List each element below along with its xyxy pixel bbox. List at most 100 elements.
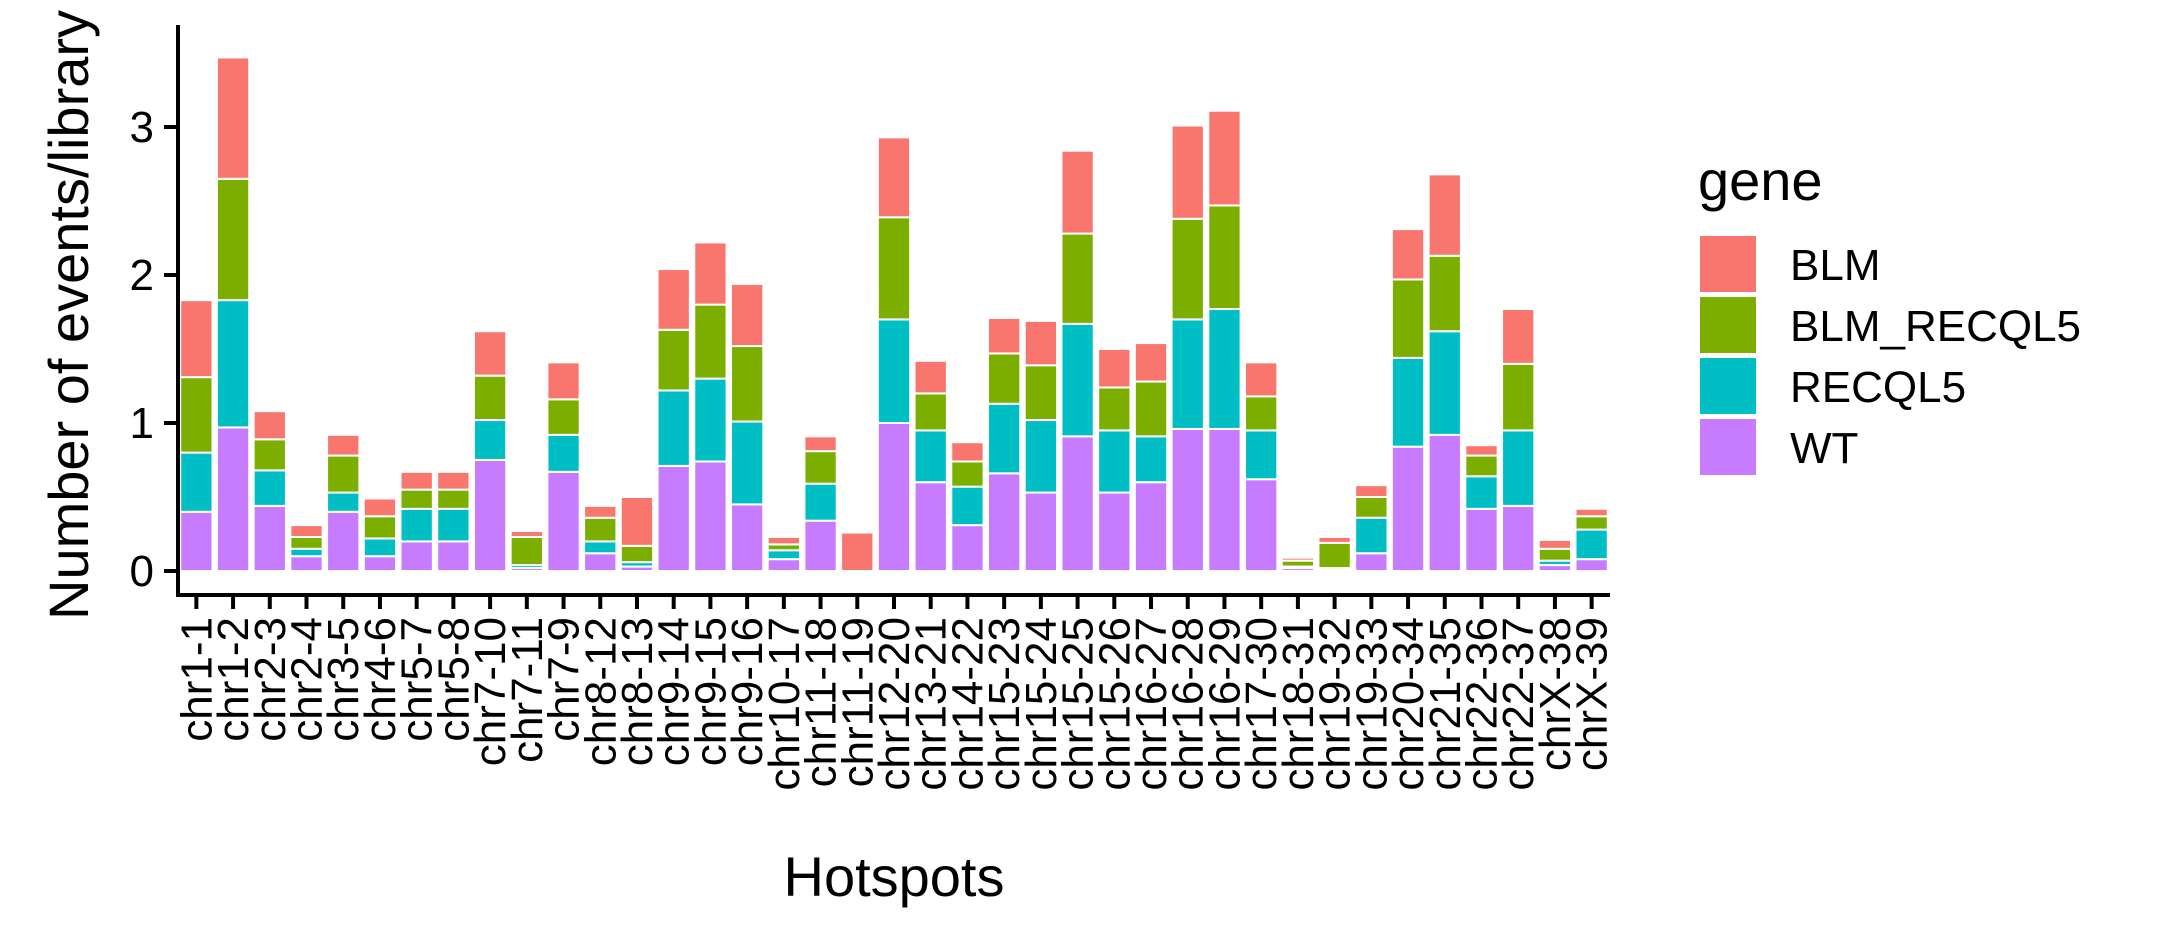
bar-segment — [913, 481, 948, 573]
bar-segment — [840, 531, 875, 573]
bar-segment — [803, 482, 838, 522]
bar-segment — [215, 299, 251, 429]
bar-segment — [1170, 217, 1205, 321]
bar-segment — [619, 496, 655, 547]
x-tick-label: chr21-35 — [1421, 617, 1470, 791]
x-tick-label: chr15-26 — [1090, 617, 1139, 791]
x-tick-label: chr2-3 — [246, 617, 295, 742]
bar-segment — [546, 398, 581, 436]
bar-segment — [472, 459, 508, 572]
x-tick-label: chr11-19 — [833, 617, 882, 787]
bar-segment — [399, 470, 434, 491]
x-ticks-group: chr1-1chr1-2chr2-3chr2-4chr3-5chr4-6chr5… — [172, 595, 1617, 791]
bar-segment — [986, 402, 1022, 475]
bar-segment — [986, 316, 1022, 355]
bar-segment — [1354, 496, 1389, 519]
bar-segment — [729, 282, 765, 348]
bar-segment — [876, 318, 912, 424]
bar-segment — [583, 516, 618, 543]
bar-segment — [252, 504, 287, 573]
x-tick-label: chr18-31 — [1274, 617, 1323, 791]
bar-segment — [1133, 342, 1169, 383]
y-tick-label: 3 — [130, 103, 154, 152]
legend-swatch — [1700, 236, 1756, 292]
x-axis-title: Hotspots — [784, 845, 1005, 908]
bar-segment — [546, 361, 581, 401]
x-tick-label: chr1-1 — [172, 617, 221, 742]
bar-segment — [1501, 504, 1536, 573]
x-tick-label: chr12-20 — [870, 617, 919, 791]
x-tick-label: chr7-11 — [503, 617, 552, 763]
bar-segment — [1133, 380, 1169, 438]
bar-segment — [1537, 547, 1573, 562]
bar-segment — [1537, 538, 1573, 550]
bar-segment — [1170, 427, 1205, 573]
bar-segment — [289, 555, 324, 573]
bar-segment — [693, 460, 728, 573]
bar-segment — [1060, 232, 1095, 325]
bar-segment — [803, 435, 838, 453]
x-tick-label: chr14-22 — [943, 617, 992, 791]
bar-segment — [362, 515, 398, 540]
x-tick-label: chr2-4 — [283, 617, 332, 742]
bar-segment — [1427, 330, 1462, 436]
bar-segment — [215, 177, 251, 302]
legend: gene BLM BLM_RECQL5 RECQL5 WT — [1698, 149, 2081, 475]
x-tick-label: chr19-32 — [1311, 617, 1360, 791]
bar-segment — [326, 491, 361, 513]
bar-segment — [1317, 535, 1352, 544]
bar-segment — [399, 540, 434, 573]
x-tick-label: chr8-13 — [613, 617, 662, 766]
bar-segment — [436, 488, 471, 510]
bar-segment — [1060, 322, 1095, 438]
bar-segment — [1133, 435, 1169, 484]
bar-segment — [1464, 444, 1499, 457]
bar-segment — [289, 524, 324, 538]
bar-segment — [913, 429, 948, 484]
bar-segment — [950, 524, 985, 572]
x-tick-label: chr8-12 — [576, 617, 625, 766]
bar-segment — [986, 352, 1022, 405]
legend-label: BLM_RECQL5 — [1790, 302, 2081, 351]
bar-segment — [1427, 173, 1462, 257]
bar-segment — [1244, 361, 1279, 398]
bar-segment — [1023, 364, 1059, 422]
bar-segment — [1207, 427, 1242, 573]
x-tick-label: chrX-38 — [1531, 617, 1580, 771]
bar-segment — [1023, 319, 1059, 367]
bar-segment — [1244, 395, 1279, 432]
x-tick-label: chr7-9 — [540, 617, 589, 742]
bar-segment — [1207, 109, 1242, 207]
x-tick-label: chrX-39 — [1568, 617, 1617, 771]
bar-segment — [1501, 362, 1536, 432]
bar-segment — [436, 470, 471, 491]
bar-segment — [362, 537, 398, 558]
bar-segment — [766, 558, 802, 572]
x-tick-label: chr22-37 — [1494, 617, 1543, 791]
bar-segment — [436, 540, 471, 573]
bar-segment — [1023, 419, 1059, 494]
bar-segment — [1574, 528, 1609, 561]
bar-segment — [950, 441, 985, 463]
bar-segment — [1464, 507, 1499, 572]
bar-segment — [1170, 124, 1205, 220]
bar-segment — [876, 136, 912, 219]
x-tick-label: chr9-15 — [686, 617, 735, 766]
bar-segment — [950, 460, 985, 488]
bar-segment — [252, 438, 287, 472]
bar-segment — [1390, 445, 1426, 572]
x-tick-label: chr19-33 — [1347, 617, 1396, 791]
bar-segment — [326, 510, 361, 572]
bar-segment — [179, 510, 214, 572]
bar-segment — [693, 303, 728, 380]
bar-segment — [179, 376, 214, 454]
bar-segment — [1280, 556, 1316, 562]
bar-segment — [656, 268, 691, 331]
bar-segment — [1317, 541, 1352, 570]
x-tick-label: chr9-16 — [723, 617, 772, 766]
legend-swatch — [1700, 297, 1756, 353]
bar-segment — [1574, 507, 1609, 518]
bar-segment — [583, 552, 618, 572]
bar-segment — [215, 426, 251, 572]
y-tick-label: 2 — [130, 251, 154, 300]
